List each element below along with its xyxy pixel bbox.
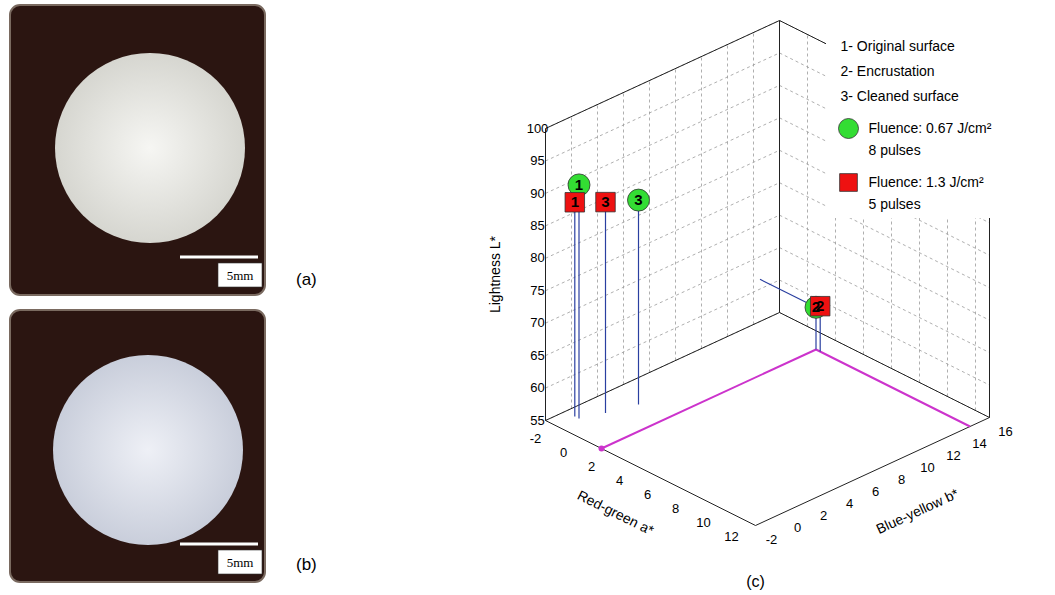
svg-text:8 pulses: 8 pulses	[869, 142, 921, 158]
svg-text:Fluence: 0.67 J/cm²: Fluence: 0.67 J/cm²	[869, 120, 992, 136]
svg-text:5mm: 5mm	[227, 555, 254, 570]
svg-text:2: 2	[820, 508, 827, 523]
svg-text:3: 3	[634, 191, 642, 208]
svg-text:70: 70	[530, 315, 544, 330]
svg-text:10: 10	[696, 515, 710, 530]
svg-text:95: 95	[530, 153, 544, 168]
svg-text:55: 55	[530, 413, 544, 428]
svg-text:2- Encrustation: 2- Encrustation	[841, 63, 935, 79]
svg-text:(c): (c)	[746, 573, 765, 590]
svg-text:85: 85	[530, 218, 544, 233]
svg-text:6: 6	[644, 487, 651, 502]
svg-text:6: 6	[872, 484, 879, 499]
svg-text:60: 60	[530, 380, 544, 395]
svg-text:12: 12	[946, 448, 960, 463]
svg-text:Blue-yellow b*: Blue-yellow b*	[874, 485, 962, 537]
svg-text:90: 90	[530, 186, 544, 201]
svg-text:80: 80	[530, 250, 544, 265]
svg-text:75: 75	[530, 283, 544, 298]
svg-text:5 pulses: 5 pulses	[869, 196, 921, 212]
svg-text:(b): (b)	[296, 555, 317, 574]
svg-text:(a): (a)	[296, 270, 317, 289]
svg-text:2: 2	[816, 297, 824, 314]
svg-text:-2: -2	[530, 431, 542, 446]
svg-text:Fluence: 1.3 J/cm²: Fluence: 1.3 J/cm²	[869, 174, 984, 190]
svg-text:4: 4	[616, 473, 623, 488]
svg-text:0: 0	[794, 520, 801, 535]
svg-text:3- Cleaned surface: 3- Cleaned surface	[841, 88, 960, 104]
svg-text:1- Original surface: 1- Original surface	[841, 38, 956, 54]
svg-text:-2: -2	[766, 532, 778, 547]
svg-text:8: 8	[672, 501, 679, 516]
svg-text:14: 14	[972, 436, 986, 451]
svg-text:Red-green a*: Red-green a*	[575, 487, 657, 539]
svg-text:1: 1	[575, 176, 583, 193]
svg-text:2: 2	[588, 459, 595, 474]
svg-text:5mm: 5mm	[227, 268, 254, 283]
svg-text:0: 0	[560, 445, 567, 460]
svg-text:16: 16	[998, 424, 1012, 439]
svg-text:65: 65	[530, 348, 544, 363]
svg-text:4: 4	[846, 496, 853, 511]
svg-text:10: 10	[920, 460, 934, 475]
svg-text:8: 8	[898, 472, 905, 487]
svg-text:Lightness L*: Lightness L*	[487, 235, 503, 313]
svg-text:100: 100	[527, 121, 549, 136]
svg-text:1: 1	[571, 193, 579, 210]
svg-text:3: 3	[601, 193, 609, 210]
svg-text:12: 12	[724, 529, 738, 544]
